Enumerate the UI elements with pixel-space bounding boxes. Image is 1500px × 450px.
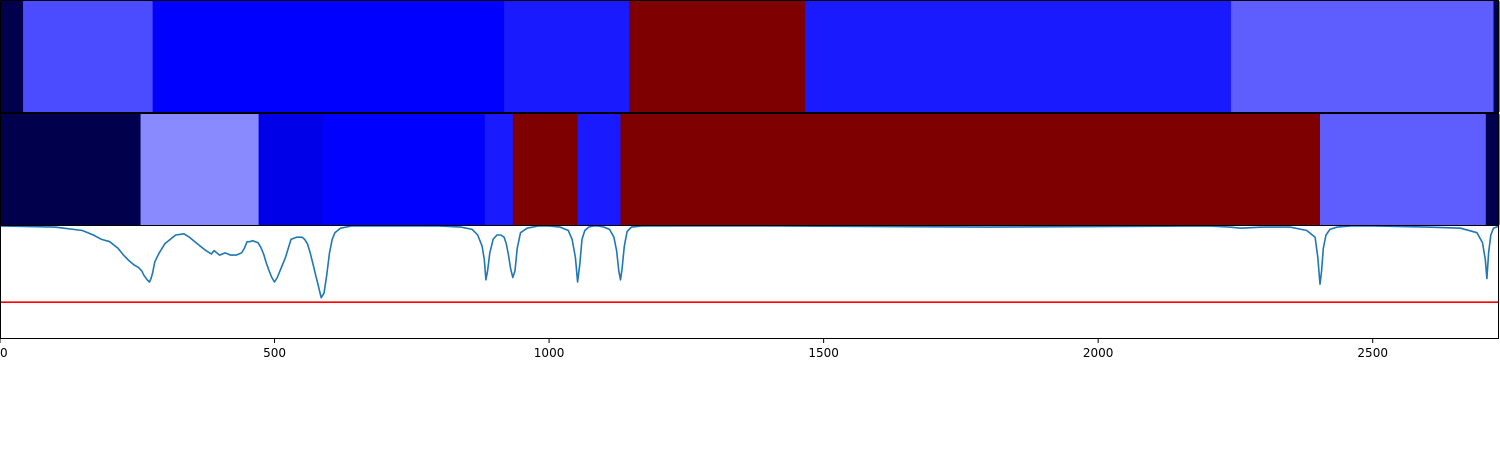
panel-frame-1 [0, 0, 1499, 113]
band-1-segment-5 [629, 1, 806, 112]
band-2-segment-6 [512, 114, 579, 225]
band-2-segment-8 [620, 114, 1321, 225]
band-1-segment-8 [1493, 1, 1500, 112]
band-1-segment-2 [23, 1, 154, 112]
x-tick-label-1000: 1000 [534, 346, 565, 360]
band-1-segment-7 [1231, 1, 1495, 112]
x-tick-label-0: 0 [0, 346, 8, 360]
x-tick-label-500: 500 [263, 346, 286, 360]
band-2-segment-5 [484, 114, 514, 225]
x-tick-label-2500: 2500 [1357, 346, 1388, 360]
band-1-segment-1 [0, 1, 24, 112]
panel-frame-3 [0, 225, 1499, 339]
signal-line [0, 225, 1500, 299]
x-axis: 0 500 1000 1500 2000 2500 [0, 338, 1388, 360]
band-2-segment-3 [258, 114, 324, 225]
band-2-segment-9 [1319, 114, 1487, 225]
band-2-segment-10 [1485, 114, 1500, 225]
band-1-segment-4 [504, 1, 630, 112]
band-2-segment-2 [140, 114, 260, 225]
heatmap-bands [0, 1, 1500, 225]
band-2-segment-7 [577, 114, 621, 225]
panel-frames [0, 0, 1499, 339]
line-plot [0, 225, 1500, 304]
band-1-segment-6 [804, 1, 1232, 112]
band-1-segment-3 [152, 1, 505, 112]
band-2-segment-4 [322, 114, 486, 225]
x-tick-label-2000: 2000 [1083, 346, 1114, 360]
x-tick-label-1500: 1500 [808, 346, 839, 360]
band-2-segment-1 [0, 114, 142, 225]
